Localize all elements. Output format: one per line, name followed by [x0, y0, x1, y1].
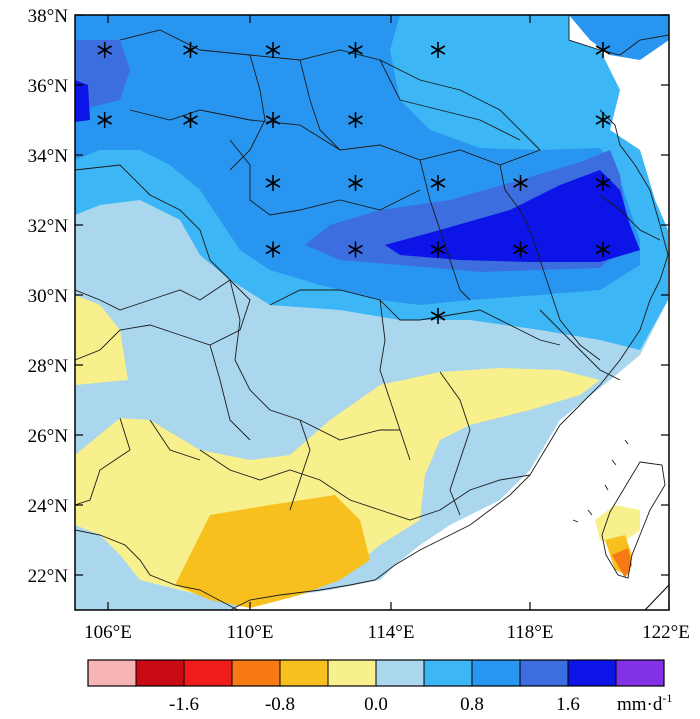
colorbar-unit: mm·d-1	[617, 691, 672, 715]
colorbar-box	[327, 659, 377, 687]
significance-asterisk	[430, 241, 446, 258]
lat-label: 38°N	[28, 6, 69, 27]
significance-asterisk	[595, 112, 611, 128]
lat-labels: 38°N 36°N 34°N 32°N 30°N 28°N 26°N 24°N …	[28, 6, 69, 587]
colorbar-box	[615, 659, 665, 687]
significance-markers	[97, 42, 611, 324]
lon-labels: 106°E 110°E 114°E 118°E 122°E	[84, 622, 690, 643]
contour-neg0.8-neg0.4	[175, 495, 632, 608]
lat-label: 32°N	[28, 216, 69, 237]
taiwan-outline	[601, 461, 666, 579]
colorbar-box	[471, 659, 521, 687]
contour-1.6-2.0	[75, 80, 640, 262]
significance-asterisk	[595, 241, 611, 258]
lon-label: 118°E	[507, 622, 554, 643]
colorbar-box	[423, 659, 473, 687]
significance-asterisk	[513, 241, 528, 258]
colorbar-box	[231, 659, 281, 687]
significance-asterisk	[265, 241, 281, 258]
colorbar-box	[519, 659, 569, 687]
significance-asterisk	[348, 42, 363, 58]
significance-asterisk	[183, 112, 198, 128]
colorbar-label: 0.8	[460, 694, 484, 715]
coastal-islands	[572, 439, 629, 523]
significance-asterisk	[348, 112, 363, 128]
lon-label: 110°E	[227, 622, 274, 643]
colorbar-box	[183, 659, 233, 687]
colorbar-label: 0.0	[364, 694, 388, 715]
lon-label: 122°E	[642, 622, 690, 643]
significance-asterisk	[348, 241, 363, 258]
significance-asterisk	[348, 175, 363, 191]
map-plot-area	[75, 15, 669, 610]
coastline-east	[229, 109, 669, 610]
colorbar-frame	[87, 659, 665, 687]
colorbar-box	[567, 659, 617, 687]
contour-neg1.2-neg0.8	[612, 548, 632, 578]
lon-label: 106°E	[84, 622, 132, 643]
significance-asterisk	[183, 42, 198, 58]
colorbar-box	[135, 659, 185, 687]
significance-asterisk	[595, 175, 611, 191]
lon-axis	[107, 15, 670, 610]
significance-asterisk	[265, 175, 281, 191]
colorbar-label: -1.6	[169, 694, 199, 715]
significance-asterisk	[513, 175, 528, 191]
corner-line	[644, 584, 670, 611]
colorbar-label: -0.8	[265, 694, 295, 715]
lat-label: 30°N	[28, 286, 69, 307]
significance-asterisk	[97, 42, 113, 58]
coastline	[568, 15, 669, 56]
lat-label: 28°N	[28, 356, 69, 377]
colorbar-boxes	[87, 659, 665, 687]
coastline-south	[75, 529, 239, 610]
lat-label: 26°N	[28, 426, 69, 447]
significance-asterisk	[265, 112, 281, 128]
colorbar-box	[87, 659, 137, 687]
colorbar-unit-text: mm·d	[617, 694, 663, 715]
lon-label: 114°E	[368, 622, 415, 643]
colorbar-box	[279, 659, 329, 687]
lat-label: 24°N	[28, 496, 69, 517]
lat-label: 22°N	[28, 566, 69, 587]
lat-label: 36°N	[28, 76, 69, 97]
lat-axis	[75, 14, 669, 576]
colorbar-label: 1.6	[556, 694, 580, 715]
colorbar: -1.6 -0.8 0.0 0.8 1.6 mm·d-1	[87, 659, 672, 715]
significance-asterisk	[430, 308, 446, 324]
significance-asterisk	[430, 42, 446, 58]
contour-fills	[75, 15, 669, 610]
significance-asterisk	[595, 42, 611, 58]
significance-asterisk	[430, 175, 446, 191]
lat-label: 34°N	[28, 146, 69, 167]
province-lines	[75, 29, 661, 521]
colorbar-unit-sup: -1	[662, 691, 672, 705]
colorbar-box	[375, 659, 425, 687]
significance-asterisk	[97, 112, 113, 128]
significance-asterisk	[265, 42, 281, 58]
boundaries	[75, 15, 669, 610]
map-frame	[74, 14, 670, 611]
contour-1.2-1.6	[75, 40, 630, 272]
